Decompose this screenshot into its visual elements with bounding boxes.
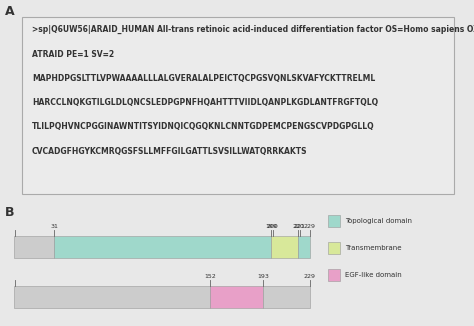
Text: HARCCLNQKGTILGLDLQNCSLEDPGPNFHQAHTTTVIIDLQANPLKGDLANTFRGFTQLQ: HARCCLNQKGTILGLDLQNCSLEDPGPNFHQAHTTTVIID… — [32, 98, 378, 107]
Bar — [22, 17, 454, 194]
Text: 200: 200 — [267, 224, 278, 229]
Bar — [14, 236, 54, 258]
Text: CVCADGFHGYKCMRQGSFSLLMFFGILGATTLSVSILLWATQRRKAKTS: CVCADGFHGYKCMRQGSFSLLMFFGILGATTLSVSILLWA… — [32, 147, 308, 156]
Text: 220: 220 — [292, 224, 304, 229]
Text: Transmembrane: Transmembrane — [345, 245, 401, 251]
Text: A: A — [5, 5, 15, 18]
Bar — [328, 269, 340, 281]
Text: 193: 193 — [257, 274, 269, 279]
Bar — [298, 236, 310, 258]
Text: EGF-like domain: EGF-like domain — [345, 272, 402, 278]
Text: B: B — [5, 206, 15, 219]
Bar — [271, 236, 298, 258]
Text: 221: 221 — [294, 224, 306, 229]
Text: 152: 152 — [205, 274, 216, 279]
Text: 199: 199 — [265, 224, 277, 229]
Bar — [210, 286, 264, 308]
Text: 31: 31 — [50, 224, 58, 229]
Bar — [328, 242, 340, 254]
Text: >sp|Q6UW56|ARAID_HUMAN All-trans retinoic acid-induced differentiation factor OS: >sp|Q6UW56|ARAID_HUMAN All-trans retinoi… — [32, 25, 474, 35]
Text: Topological domain: Topological domain — [345, 218, 412, 224]
Text: TLILPQHVNCPGGINAWNTITSYIDNQICQGQKNLCNNTGDPEMCPENGSCVPDGPGLLQ: TLILPQHVNCPGGINAWNTITSYIDNQICQGQKNLCNNTG… — [32, 122, 374, 131]
Text: 229: 229 — [304, 274, 316, 279]
Text: MAPHDPGSLTTLVPWAAAALLLALGVERALALPEICTQCPGSVQNLSKVAFYCKTTRELML: MAPHDPGSLTTLVPWAAAALLLALGVERALALPEICTQCP… — [32, 74, 375, 83]
Text: 229: 229 — [304, 224, 316, 229]
Text: ATRAID PE=1 SV=2: ATRAID PE=1 SV=2 — [32, 50, 114, 59]
Bar — [328, 215, 340, 227]
Bar — [14, 286, 210, 308]
Bar — [264, 286, 310, 308]
Bar — [54, 236, 271, 258]
